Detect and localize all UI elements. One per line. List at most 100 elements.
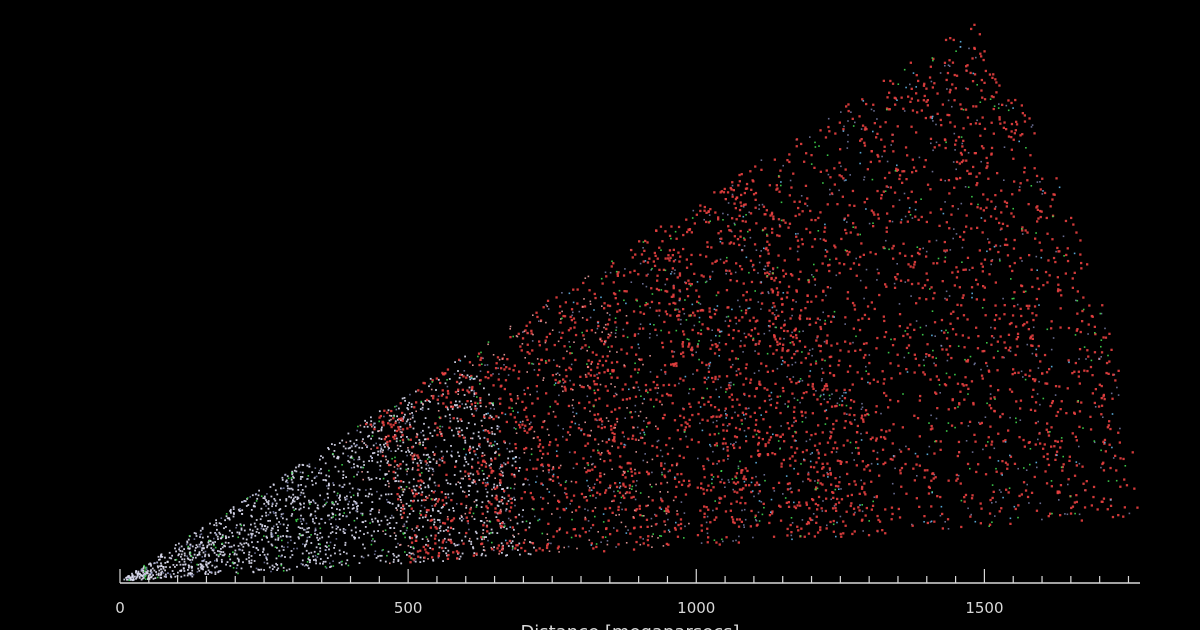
galaxy-point [752, 338, 755, 342]
galaxy-point [755, 520, 758, 522]
galaxy-point [635, 540, 638, 544]
galaxy-point [247, 543, 250, 546]
galaxy-point [994, 244, 998, 247]
galaxy-point [678, 299, 680, 302]
galaxy-point [386, 498, 388, 501]
galaxy-point [414, 492, 417, 496]
galaxy-point [838, 262, 841, 265]
galaxy-point [965, 225, 968, 228]
galaxy-point [1000, 189, 1003, 192]
galaxy-point [540, 482, 543, 485]
galaxy-point [725, 388, 728, 391]
galaxy-point [557, 424, 560, 427]
galaxy-point [678, 289, 681, 292]
galaxy-point [1001, 222, 1005, 225]
galaxy-point [812, 387, 815, 390]
galaxy-point [1016, 332, 1020, 335]
galaxy-point [438, 546, 441, 549]
galaxy-point [991, 76, 994, 79]
galaxy-point [645, 504, 648, 508]
galaxy-point [756, 449, 760, 452]
galaxy-point [890, 144, 892, 146]
galaxy-point [792, 336, 795, 339]
galaxy-point [299, 527, 302, 529]
galaxy-point [771, 231, 774, 234]
galaxy-point [753, 327, 757, 330]
galaxy-point [165, 566, 167, 568]
galaxy-point [220, 537, 223, 540]
galaxy-point [427, 400, 430, 402]
galaxy-point [213, 552, 216, 554]
galaxy-point [804, 202, 807, 205]
galaxy-point [896, 125, 899, 128]
galaxy-point [933, 82, 936, 85]
galaxy-point [1008, 388, 1012, 391]
galaxy-point [743, 238, 746, 241]
galaxy-point [860, 414, 864, 417]
galaxy-point [508, 510, 511, 513]
galaxy-point [154, 577, 157, 579]
galaxy-point [307, 567, 310, 570]
galaxy-point [301, 471, 304, 474]
galaxy-point [258, 532, 260, 534]
galaxy-point [574, 509, 578, 512]
galaxy-point [458, 532, 461, 534]
galaxy-point [673, 351, 676, 353]
galaxy-point [593, 413, 596, 416]
galaxy-point [978, 172, 981, 175]
galaxy-point [454, 361, 456, 363]
galaxy-point [547, 469, 550, 472]
galaxy-point [758, 261, 761, 264]
galaxy-point [881, 155, 883, 158]
galaxy-point [598, 371, 601, 375]
galaxy-point [769, 436, 773, 439]
galaxy-point [303, 502, 305, 505]
galaxy-point [408, 505, 410, 507]
galaxy-point [1107, 372, 1110, 375]
galaxy-point [250, 535, 253, 537]
galaxy-point [770, 398, 773, 400]
galaxy-point [318, 472, 320, 474]
galaxy-point [724, 442, 727, 445]
galaxy-point [998, 221, 1001, 225]
galaxy-point [241, 549, 244, 552]
galaxy-point [688, 418, 691, 421]
galaxy-point [970, 227, 973, 230]
galaxy-point [397, 480, 400, 483]
galaxy-point [736, 238, 740, 241]
galaxy-point [637, 333, 640, 335]
galaxy-point [199, 534, 201, 536]
galaxy-point [261, 525, 264, 528]
galaxy-point [236, 564, 239, 567]
galaxy-point [277, 567, 280, 570]
galaxy-point [148, 563, 150, 566]
galaxy-point [1033, 167, 1036, 170]
galaxy-point [1065, 253, 1068, 257]
galaxy-point [263, 495, 266, 498]
galaxy-point [1066, 247, 1069, 250]
galaxy-point [1071, 505, 1075, 508]
galaxy-point [223, 544, 225, 547]
galaxy-point [377, 555, 379, 558]
galaxy-point [284, 505, 287, 507]
galaxy-point [584, 518, 587, 521]
galaxy-point [724, 410, 726, 412]
galaxy-point [854, 483, 857, 486]
galaxy-point [307, 557, 310, 560]
galaxy-point [1125, 484, 1129, 487]
galaxy-point [425, 543, 427, 546]
galaxy-point [1057, 283, 1060, 286]
galaxy-point [644, 453, 646, 455]
galaxy-point [1105, 361, 1109, 365]
galaxy-point [162, 566, 165, 568]
galaxy-point [555, 364, 559, 367]
galaxy-point [1028, 117, 1031, 120]
galaxy-point [936, 112, 939, 115]
galaxy-point [630, 416, 634, 419]
galaxy-point [201, 541, 203, 544]
galaxy-point [267, 514, 270, 516]
galaxy-point [267, 501, 270, 504]
galaxy-point [427, 464, 430, 467]
galaxy-point [955, 276, 959, 279]
galaxy-point [679, 377, 682, 380]
